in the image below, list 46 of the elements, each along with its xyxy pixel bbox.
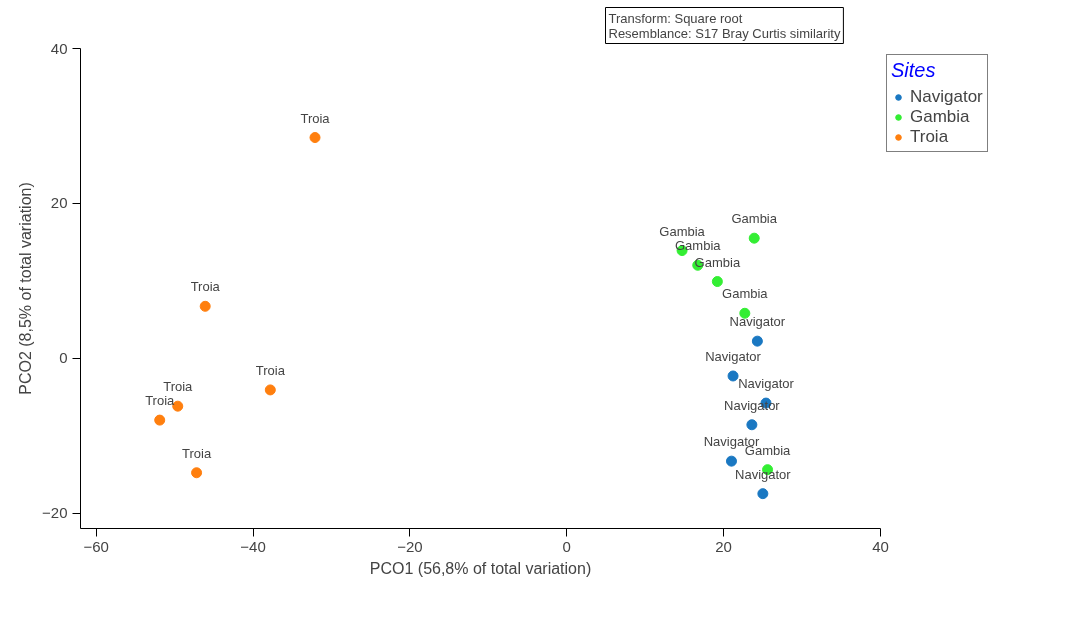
annotation: Navigator xyxy=(735,466,792,482)
point xyxy=(757,488,769,500)
annotation: Troia xyxy=(182,445,212,461)
annotation: Troia xyxy=(300,110,331,126)
x-tick-label: 0 xyxy=(562,537,571,555)
x-tick-label: 40 xyxy=(872,537,889,555)
text: Transform: Square root xyxy=(608,10,743,26)
annotation: Navigator xyxy=(705,348,762,364)
y-tick-label: 40 xyxy=(50,39,68,57)
x-tick-label: 20 xyxy=(715,537,732,555)
legend-label: Gambia xyxy=(910,107,970,127)
point xyxy=(172,400,184,412)
point xyxy=(711,276,723,288)
annotation: Navigator xyxy=(729,314,786,330)
x-tick-label: −60 xyxy=(83,537,109,555)
point xyxy=(199,300,211,312)
legend-title: Sites xyxy=(891,59,937,82)
annotation: Troia xyxy=(190,279,221,295)
annotation: Gambia xyxy=(694,254,741,270)
x-tick-label: −20 xyxy=(397,537,423,555)
point xyxy=(309,132,321,144)
x-axis-title: PCO1 (56,8% of total variation) xyxy=(369,559,592,577)
y-tick-label: −20 xyxy=(42,504,68,522)
annotation: Gambia xyxy=(731,211,778,227)
x-tick-label: −40 xyxy=(240,537,266,555)
annotation: Gambia xyxy=(675,238,722,254)
point xyxy=(748,232,760,244)
annotation: Gambia xyxy=(722,286,769,302)
point xyxy=(725,455,737,467)
text: Resemblance: S17 Bray Curtis similarity xyxy=(608,25,841,41)
annotation: Navigator xyxy=(738,376,795,392)
annotation: Gambia xyxy=(659,223,706,239)
legend-label: Navigator xyxy=(910,87,983,107)
y-axis-title: PCO2 (8,5% of total variation) xyxy=(17,182,35,395)
legend-label: Troia xyxy=(910,127,949,147)
annotation: Troia xyxy=(255,362,286,378)
annotation: Troia xyxy=(163,379,194,395)
point xyxy=(751,335,763,347)
point xyxy=(727,370,739,382)
y-tick-label: 20 xyxy=(50,194,68,212)
point xyxy=(264,384,276,396)
point xyxy=(154,414,166,426)
annotation: Troia xyxy=(145,393,176,409)
point xyxy=(746,419,758,431)
y-tick-label: 0 xyxy=(59,349,68,367)
point xyxy=(191,467,203,479)
